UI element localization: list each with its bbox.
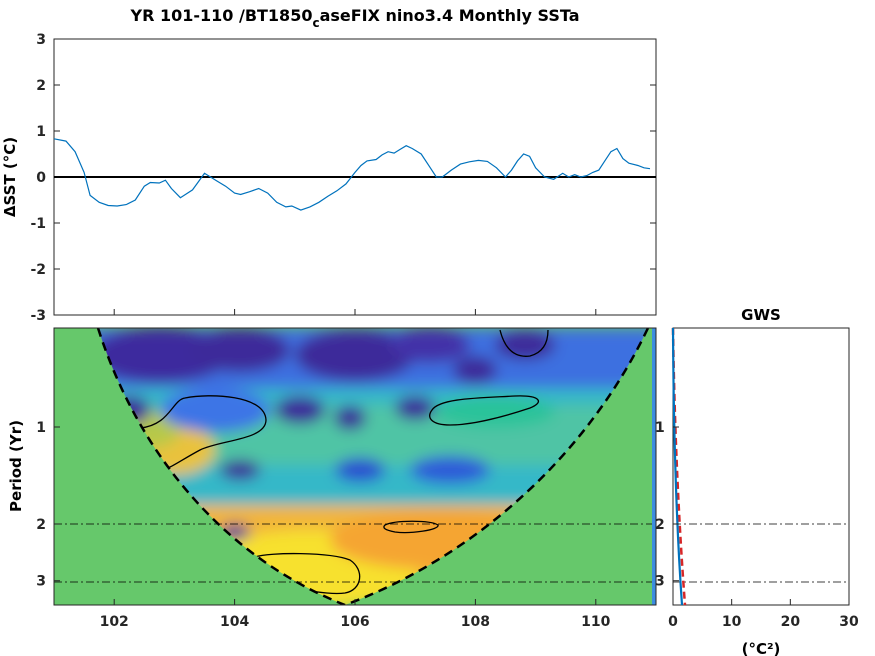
sst-series-line <box>53 138 651 211</box>
wavelet-y-tick: 3 <box>36 574 60 590</box>
significance-contour <box>429 395 540 426</box>
wavelet-x-tick-label: 108 <box>461 614 490 630</box>
sst-y-label: ΔSST (°C) <box>1 137 19 217</box>
significance-contour <box>383 520 439 534</box>
sst-y-tick: -2 <box>30 262 656 278</box>
gws-y-tick: 1 <box>655 420 679 436</box>
wavelet-x-tick: 102 <box>100 599 129 630</box>
wavelet-y-label: Period (Yr) <box>7 420 25 512</box>
wavelet-y-tick-label: 3 <box>36 574 46 590</box>
gws-x-tick: 30 <box>839 599 859 630</box>
sst-y-axis: 3 2 1 0 -1 -2 -3 <box>30 32 656 324</box>
sst-y-tick-label: 2 <box>36 78 46 94</box>
gws-x-tick-label: 30 <box>839 614 859 630</box>
sst-y-tick: -3 <box>30 308 656 324</box>
chart-title-part2: aseFIX nino3.4 Monthly SSTa <box>319 6 580 25</box>
sst-y-tick-label: 3 <box>36 32 46 48</box>
wavelet-y-tick-label: 1 <box>36 420 46 436</box>
gws-x-tick: 10 <box>722 599 742 630</box>
chart-title: YR 101-110 /BT1850caseFIX nino3.4 Monthl… <box>0 6 710 30</box>
wavelet-right-edge <box>652 328 656 605</box>
sst-y-tick: 1 <box>36 124 656 140</box>
wavelet-panel <box>54 328 656 605</box>
gws-y-tick-label: 1 <box>655 420 665 436</box>
sst-y-tick-label: -3 <box>30 308 46 324</box>
wavelet-x-tick-label: 106 <box>340 614 369 630</box>
wavelet-y-tick: 2 <box>36 517 60 533</box>
sst-y-tick: 2 <box>36 78 656 94</box>
sst-y-tick-label: -1 <box>30 216 46 232</box>
wavelet-y-tick: 1 <box>36 420 60 436</box>
sst-y-tick-label: 1 <box>36 124 46 140</box>
gws-x-axis: 0 10 20 30 <box>668 599 859 630</box>
sst-y-tick: 3 <box>36 32 656 48</box>
gws-x-tick-label: 10 <box>722 614 742 630</box>
wavelet-x-tick: 110 <box>581 599 611 630</box>
sst-y-tick: -1 <box>30 216 656 232</box>
wavelet-x-tick-label: 104 <box>220 614 249 630</box>
gws-x-tick-label: 0 <box>668 614 678 630</box>
wavelet-x-tick: 108 <box>461 599 490 630</box>
gws-y-tick: 3 <box>655 574 679 590</box>
chart-title-part1: YR 101-110 /BT1850 <box>130 6 313 25</box>
gws-x-label: (°C²) <box>742 640 781 656</box>
wavelet-x-tick: 104 <box>220 599 249 630</box>
sst-y-tick-label: 0 <box>36 170 46 186</box>
gws-title: GWS <box>741 306 781 324</box>
wavelet-y-axis: 1 2 3 <box>36 420 60 590</box>
significance-contour <box>139 395 267 469</box>
wavelet-x-tick: 106 <box>340 599 370 630</box>
wavelet-x-tick-label: 102 <box>100 614 129 630</box>
gws-x-tick-label: 20 <box>781 614 801 630</box>
gws-y-tick: 2 <box>655 517 679 533</box>
gws-spectrum-line <box>671 327 684 606</box>
wavelet-y-tick-label: 2 <box>36 517 46 533</box>
gws-y-axis: 1 2 3 <box>655 420 679 590</box>
wavelet-x-axis: 102 104 106 108 110 <box>100 599 611 630</box>
gws-y-tick-label: 2 <box>655 517 665 533</box>
chart-title-subscript: c <box>312 16 320 30</box>
sst-y-tick-label: -2 <box>30 262 46 278</box>
gws-x-tick: 20 <box>781 599 801 630</box>
significance-contour <box>499 329 549 357</box>
wavelet-x-tick-label: 110 <box>581 614 610 630</box>
gws-y-tick-label: 3 <box>655 574 665 590</box>
sst-panel: 3 2 1 0 -1 -2 -3 ΔSST (°C) <box>1 32 657 324</box>
gws-plot-area <box>672 327 850 606</box>
gws-panel: GWS 1 2 3 0 10 20 30 (°C²) <box>655 306 859 656</box>
sst-x-ticks <box>113 309 597 315</box>
gws-x-tick: 0 <box>668 599 678 630</box>
